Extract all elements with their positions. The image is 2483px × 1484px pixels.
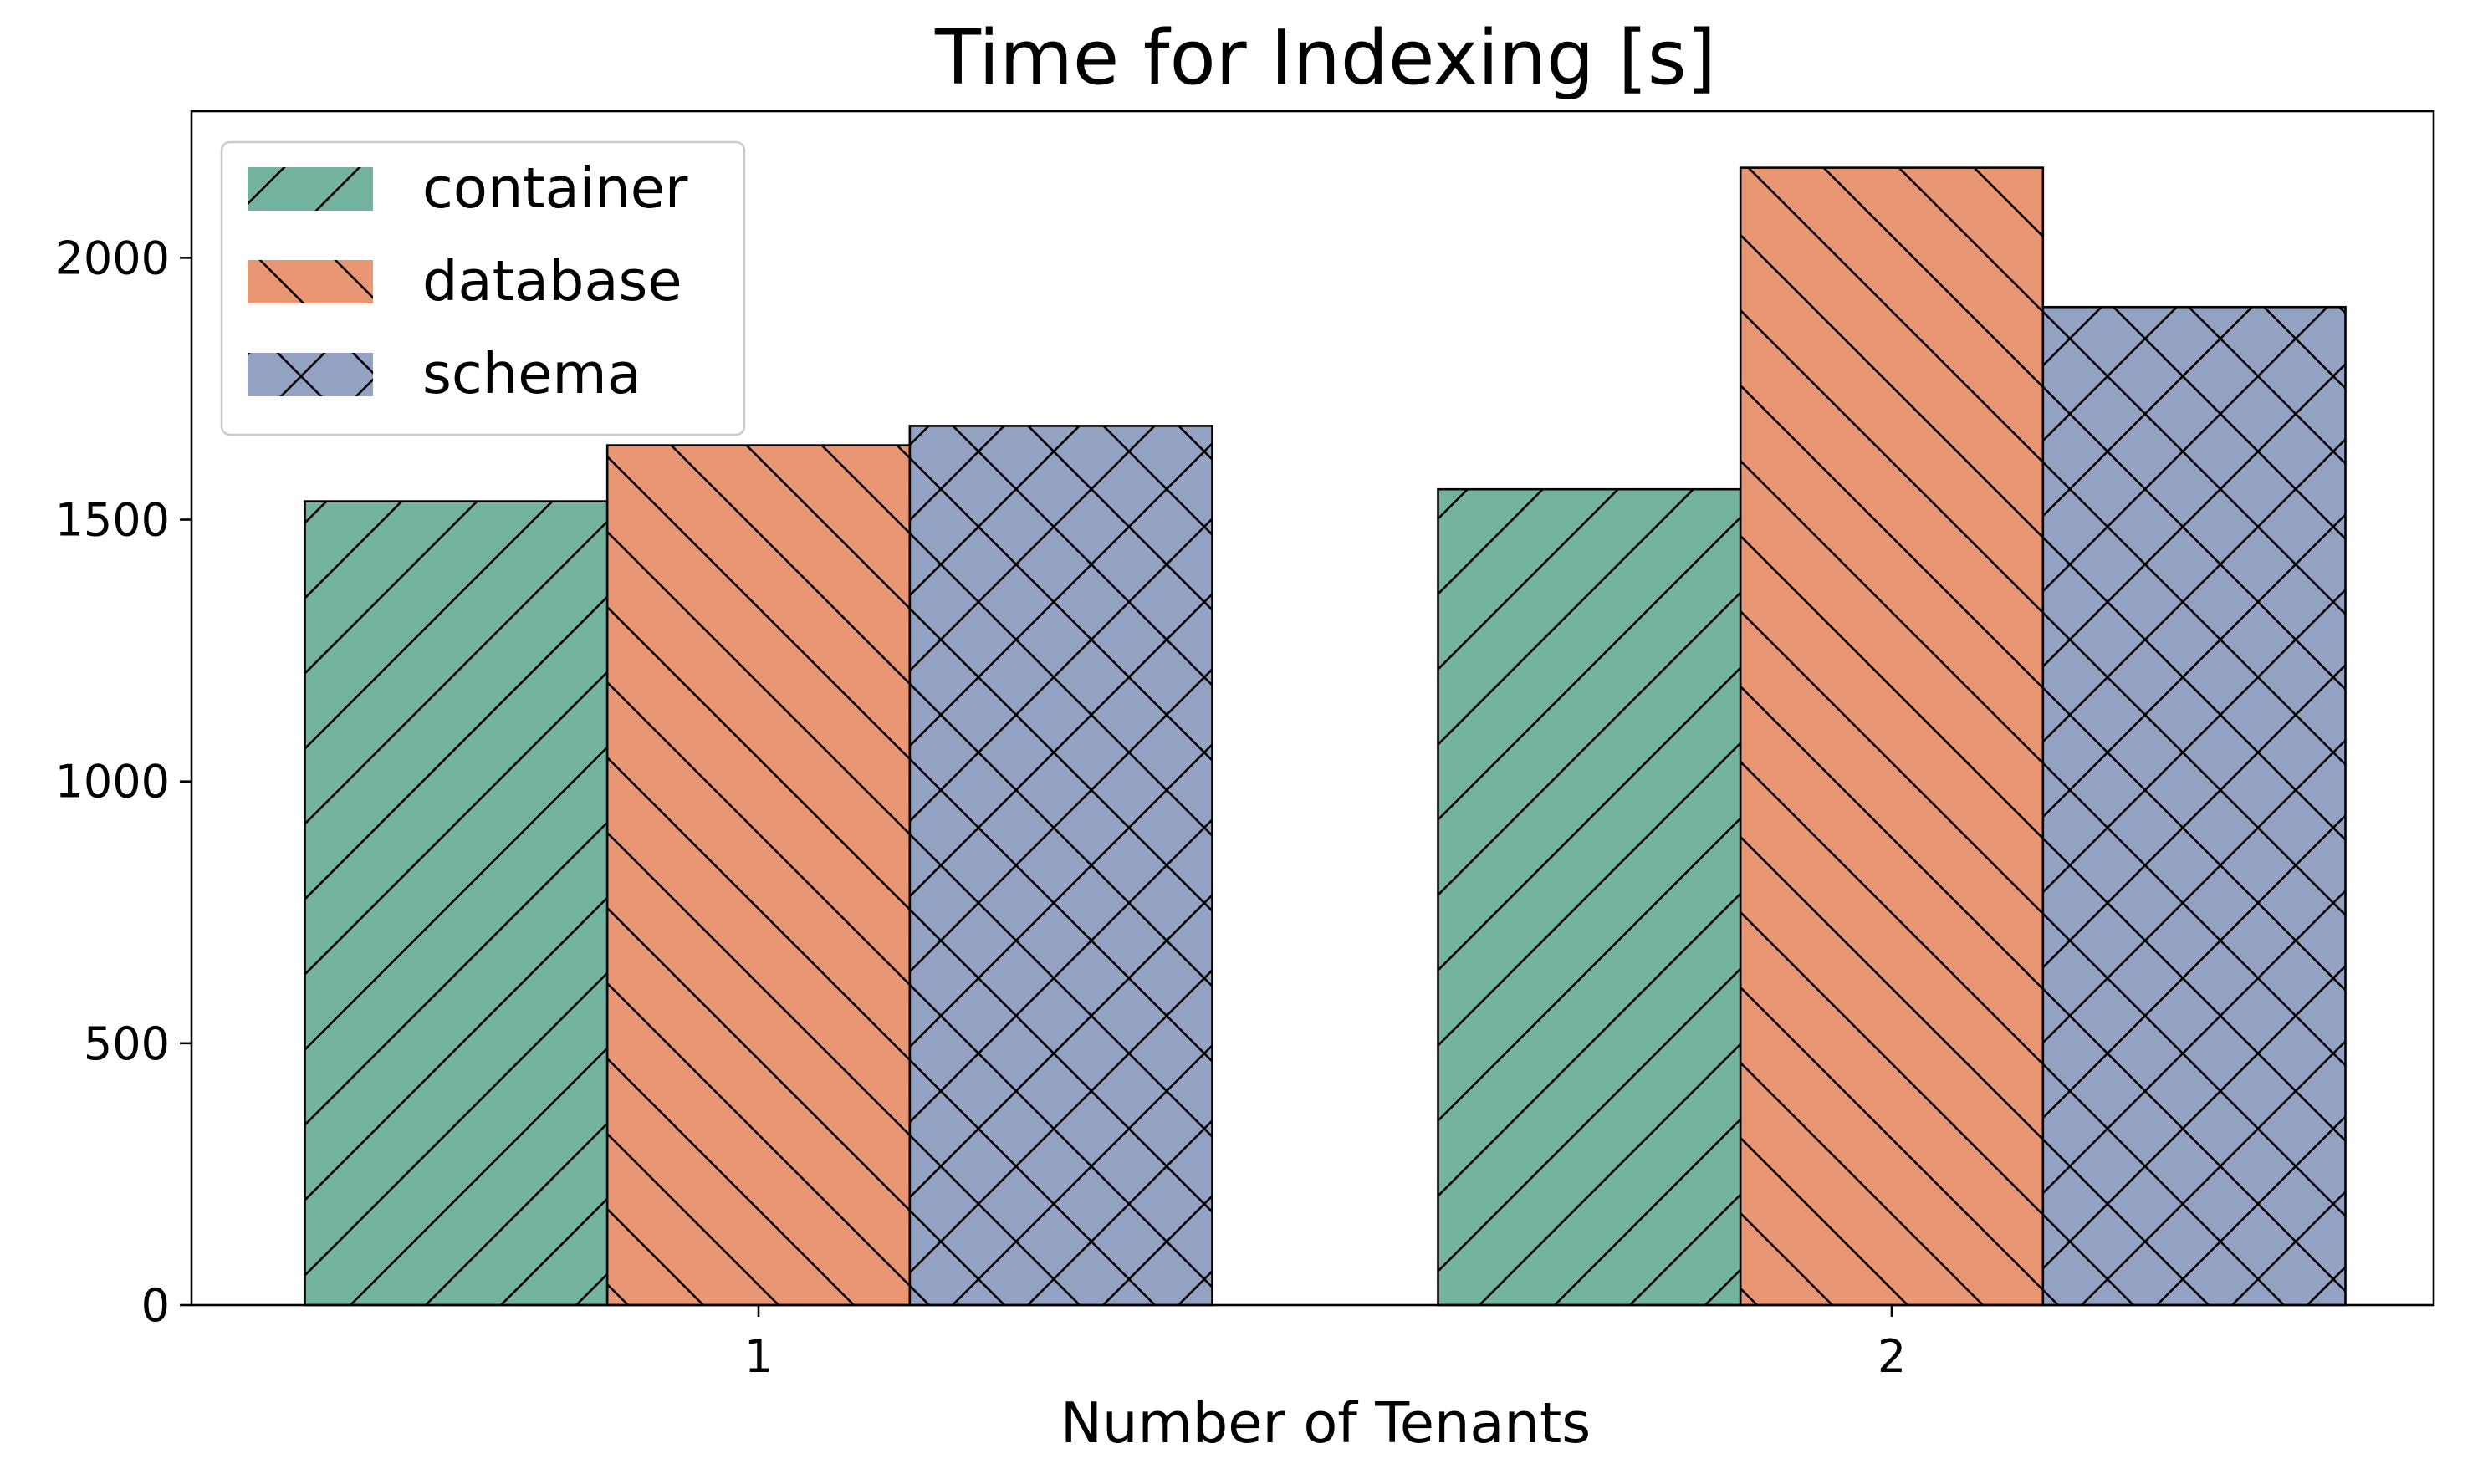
y-axis-ticks: 0 500 1000 1500 2000 [55, 232, 192, 1332]
chart-title: Time for Indexing [s] [934, 14, 1716, 102]
x-axis-label: Number of Tenants [1060, 1390, 1591, 1456]
x-tick-label: 2 [1878, 1330, 1906, 1383]
plot-frame [190, 110, 2435, 1307]
bar-schema-2 [2041, 305, 2347, 1307]
y-tick-label: 2000 [55, 232, 170, 284]
bars-group [304, 166, 2347, 1307]
y-tick-label: 1500 [55, 494, 170, 547]
y-tick-label: 500 [84, 1017, 170, 1070]
bar-database-1 [605, 444, 912, 1307]
bar-schema-1 [908, 425, 1213, 1307]
bar-container-2 [1437, 487, 1742, 1307]
bar-database-2 [1739, 166, 2045, 1307]
legend: container database schema [220, 140, 746, 436]
legend-item-schema: schema [248, 341, 641, 406]
y-tick-label: 0 [141, 1279, 170, 1332]
legend-label: container [422, 156, 688, 221]
y-tick-label: 1000 [55, 756, 170, 808]
legend-label: schema [422, 341, 641, 406]
legend-item-database: database [248, 248, 682, 314]
x-tick-label: 1 [744, 1330, 773, 1383]
bar-container-1 [304, 500, 609, 1307]
legend-label: database [422, 248, 682, 314]
legend-item-container: container [248, 156, 688, 221]
